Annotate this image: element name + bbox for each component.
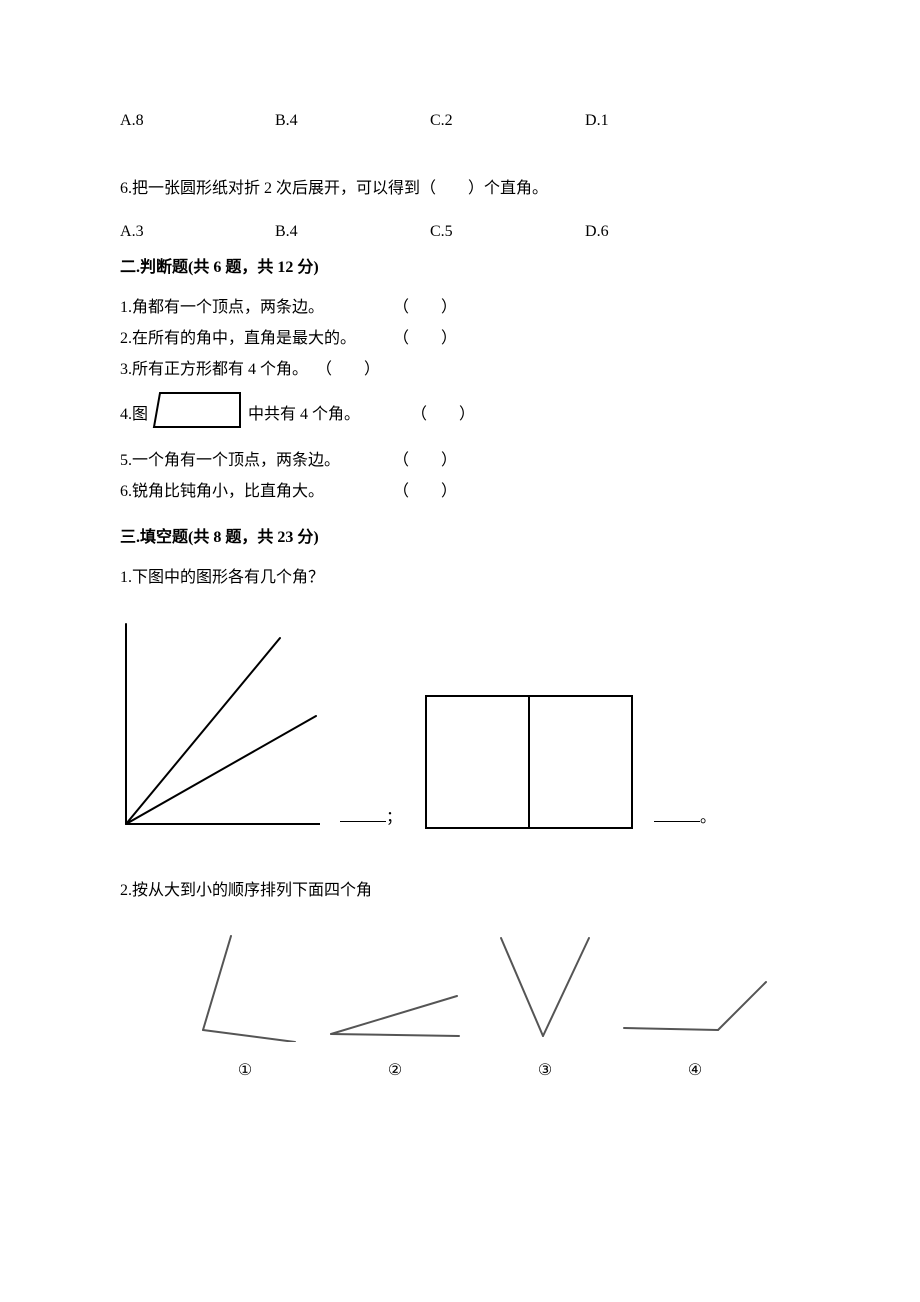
judge-3-text: 3.所有正方形都有 4 个角。 [120, 356, 308, 383]
section3-title: 三.填空题(共 8 题，共 23 分) [120, 527, 800, 549]
judge-4-pre: 4.图 [120, 404, 148, 426]
q5-option-b: B.4 [275, 110, 430, 132]
section2-title: 二.判断题(共 6 题，共 12 分) [120, 257, 800, 279]
q6-option-b: B.4 [275, 221, 430, 243]
angle-1: ① [170, 932, 320, 1082]
opt-val: 5 [445, 223, 453, 240]
angle-1-figure [185, 932, 305, 1042]
opt-val: 1 [601, 112, 609, 129]
angle-4-label: ④ [688, 1060, 702, 1082]
opt-val: 4 [290, 112, 298, 129]
opt-val: 4 [290, 223, 298, 240]
s3-q2-angles: ① ② ③ ④ [120, 932, 800, 1082]
judge-paren: （ ） [393, 478, 457, 505]
angle-1-label: ① [238, 1060, 252, 1082]
s3-q1-text: 1.下图中的图形各有几个角？ [120, 567, 800, 589]
judge-3: 3.所有正方形都有 4 个角。 （ ） [120, 356, 800, 383]
opt-letter: D [585, 112, 597, 129]
judge-4: 4.图 中共有 4 个角。 （ ） [120, 391, 800, 438]
judge-5-text: 5.一个角有一个顶点，两条边。 [120, 447, 385, 474]
judge-1-text: 1.角都有一个顶点，两条边。 [120, 294, 385, 321]
blank-end: 。 [700, 809, 716, 826]
angle-3-figure [485, 932, 605, 1042]
judge-paren: （ ） [393, 447, 457, 474]
angle-2-label: ② [388, 1060, 402, 1082]
judge-paren: （ ） [393, 325, 457, 352]
judge-2: 2.在所有的角中，直角是最大的。 （ ） [120, 325, 800, 352]
opt-letter: B [275, 112, 286, 129]
opt-letter: B [275, 223, 286, 240]
judge-paren: （ ） [393, 294, 457, 321]
page: A.8 B.4 C.2 D.1 6.把一张圆形纸对折 2 次后展开，可以得到（ … [0, 0, 920, 1132]
opt-letter: D [585, 223, 597, 240]
judge-2-text: 2.在所有的角中，直角是最大的。 [120, 325, 385, 352]
q5-option-a: A.8 [120, 110, 275, 132]
angle-3: ③ [470, 932, 620, 1082]
judge-5: 5.一个角有一个顶点，两条边。 （ ） [120, 447, 800, 474]
opt-letter: C [430, 112, 441, 129]
angle-4-figure [620, 972, 770, 1042]
opt-letter: C [430, 223, 441, 240]
judge-6: 6.锐角比钝角小，比直角大。 （ ） [120, 478, 800, 505]
q5-options: A.8 B.4 C.2 D.1 [120, 110, 800, 132]
judge-paren: （ ） [411, 404, 475, 426]
angle-3-label: ③ [538, 1060, 552, 1082]
judge-6-text: 6.锐角比钝角小，比直角大。 [120, 478, 385, 505]
angle-fan-figure [120, 620, 320, 830]
rect-split-figure [424, 694, 634, 830]
opt-letter: A [120, 112, 132, 129]
blank-sep: ； [386, 809, 404, 826]
opt-val: 3 [136, 223, 144, 240]
q6-text: 6.把一张圆形纸对折 2 次后展开，可以得到（ ）个直角。 [120, 178, 800, 200]
trapezoid-figure [152, 391, 244, 438]
q6-option-d: D.6 [585, 221, 740, 243]
judge-paren: （ ） [316, 356, 380, 383]
q5-option-c: C.2 [430, 110, 585, 132]
s3-q2-text: 2.按从大到小的顺序排列下面四个角 [120, 880, 800, 902]
trapezoid-svg [152, 391, 244, 431]
judge-4-post: 中共有 4 个角。 [248, 404, 403, 426]
angle-2-figure [325, 982, 465, 1042]
angle-4: ④ [620, 972, 770, 1082]
s3-q1-figures: ； 。 [120, 620, 800, 830]
q6-option-a: A.3 [120, 221, 275, 243]
blank-2: 。 [654, 807, 716, 829]
blank-1: ； [340, 807, 404, 829]
opt-val: 6 [601, 223, 609, 240]
q6-option-c: C.5 [430, 221, 585, 243]
q5-option-d: D.1 [585, 110, 740, 132]
angle-2: ② [320, 982, 470, 1082]
judge-1: 1.角都有一个顶点，两条边。 （ ） [120, 294, 800, 321]
opt-val: 8 [136, 112, 144, 129]
q6-options: A.3 B.4 C.5 D.6 [120, 221, 800, 243]
opt-val: 2 [445, 112, 453, 129]
opt-letter: A [120, 223, 132, 240]
